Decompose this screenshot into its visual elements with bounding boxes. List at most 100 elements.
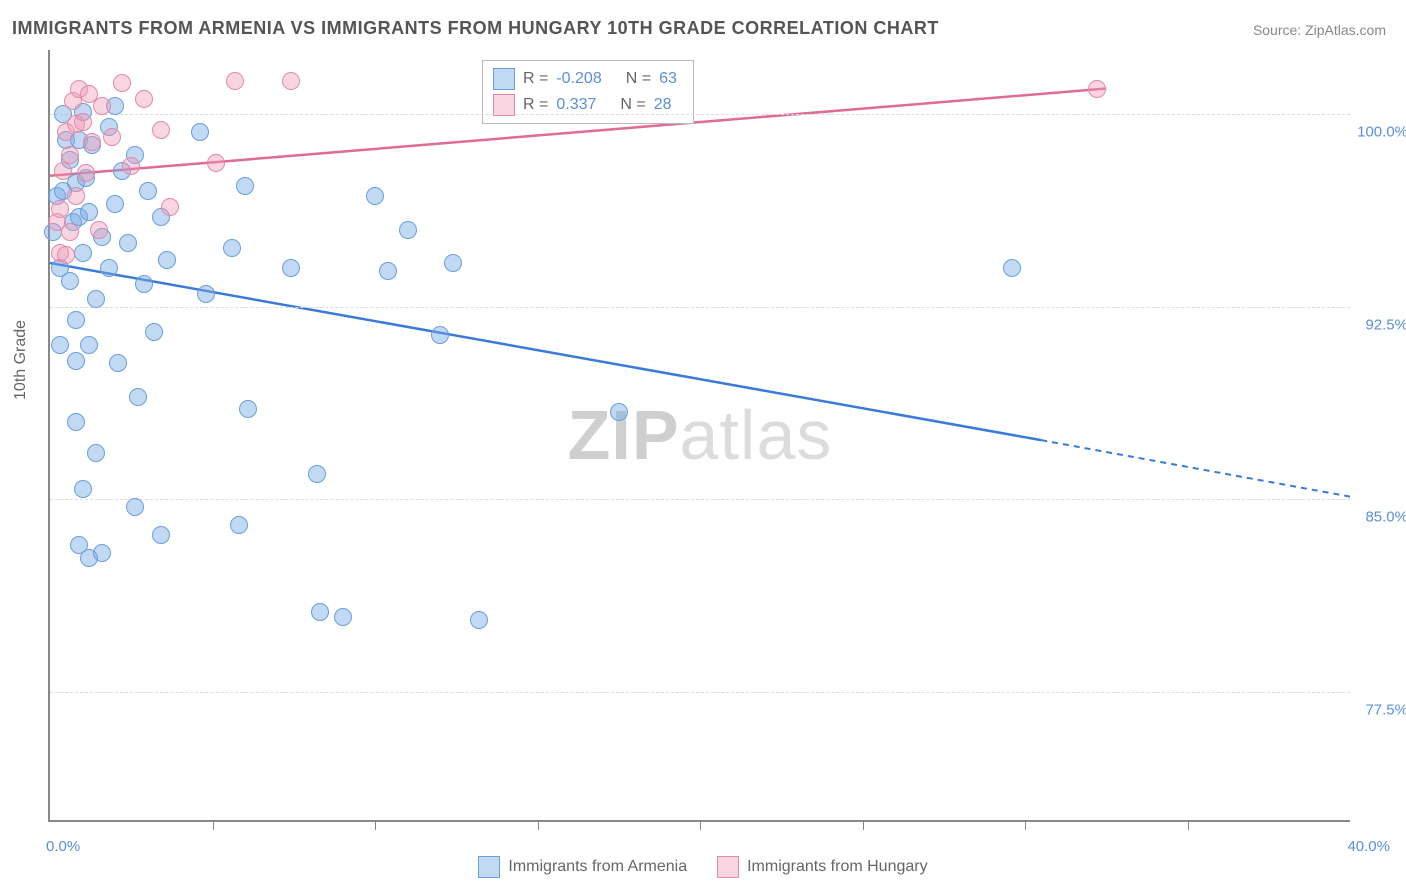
x-tick	[1025, 820, 1026, 830]
legend-stat-row: R = -0.208 N = 63	[493, 66, 677, 92]
y-axis-label: 85.0%	[1365, 509, 1406, 526]
data-point	[93, 97, 111, 115]
data-point	[239, 400, 257, 418]
data-point	[282, 259, 300, 277]
data-point	[135, 275, 153, 293]
data-point	[51, 200, 69, 218]
data-point	[80, 203, 98, 221]
data-point	[197, 285, 215, 303]
data-point	[100, 259, 118, 277]
data-point	[334, 608, 352, 626]
data-point	[61, 146, 79, 164]
data-point	[122, 157, 140, 175]
data-point	[145, 323, 163, 341]
data-point	[1088, 80, 1106, 98]
source-link[interactable]: ZipAtlas.com	[1305, 22, 1386, 38]
source-attribution: Source: ZipAtlas.com	[1253, 22, 1386, 38]
legend-n-value: 63	[659, 70, 677, 88]
legend-swatch	[493, 68, 515, 90]
legend-swatch	[478, 856, 500, 878]
gridline	[50, 692, 1350, 693]
gridline	[50, 307, 1350, 308]
data-point	[1003, 259, 1021, 277]
data-point	[135, 90, 153, 108]
data-point	[139, 182, 157, 200]
data-point	[103, 128, 121, 146]
data-point	[77, 164, 95, 182]
data-point	[236, 177, 254, 195]
data-point	[444, 254, 462, 272]
chart-title: IMMIGRANTS FROM ARMENIA VS IMMIGRANTS FR…	[12, 18, 939, 39]
legend-swatch	[717, 856, 739, 878]
data-point	[610, 403, 628, 421]
x-tick	[700, 820, 701, 830]
data-point	[119, 234, 137, 252]
y-axis-label: 100.0%	[1357, 124, 1406, 141]
data-point	[366, 187, 384, 205]
data-point	[83, 133, 101, 151]
gridline	[50, 499, 1350, 500]
data-point	[226, 72, 244, 90]
data-point	[308, 465, 326, 483]
data-point	[399, 221, 417, 239]
data-point	[74, 244, 92, 262]
data-point	[470, 611, 488, 629]
x-tick	[863, 820, 864, 830]
data-point	[74, 480, 92, 498]
data-point	[67, 187, 85, 205]
legend-item: Immigrants from Armenia	[478, 856, 687, 878]
data-point	[61, 223, 79, 241]
x-axis-min-label: 0.0%	[46, 838, 80, 855]
data-point	[67, 311, 85, 329]
legend-n-label: N =	[620, 96, 645, 114]
legend-n-value: 28	[654, 96, 672, 114]
data-point	[51, 336, 69, 354]
legend-item: Immigrants from Hungary	[717, 856, 928, 878]
x-axis-max-label: 40.0%	[1347, 838, 1390, 855]
source-prefix: Source:	[1253, 22, 1305, 38]
data-point	[67, 352, 85, 370]
data-point	[223, 239, 241, 257]
watermark-rest: atlas	[680, 396, 833, 474]
data-point	[282, 72, 300, 90]
legend-label: Immigrants from Armenia	[508, 858, 687, 876]
y-axis-label: 92.5%	[1365, 316, 1406, 333]
watermark: ZIPatlas	[568, 395, 833, 475]
data-point	[93, 544, 111, 562]
y-axis-label: 77.5%	[1365, 701, 1406, 718]
legend-r-label: R =	[523, 96, 548, 114]
legend-swatch	[493, 94, 515, 116]
data-point	[74, 113, 92, 131]
data-point	[152, 121, 170, 139]
data-point	[431, 326, 449, 344]
data-point	[87, 290, 105, 308]
data-point	[113, 74, 131, 92]
data-point	[191, 123, 209, 141]
data-point	[152, 526, 170, 544]
data-point	[109, 354, 127, 372]
data-point	[106, 195, 124, 213]
data-point	[87, 444, 105, 462]
data-point	[54, 162, 72, 180]
x-tick	[1188, 820, 1189, 830]
data-point	[230, 516, 248, 534]
data-point	[311, 603, 329, 621]
data-point	[61, 272, 79, 290]
gridline	[50, 114, 1350, 115]
x-tick	[213, 820, 214, 830]
x-tick	[538, 820, 539, 830]
data-point	[126, 498, 144, 516]
data-point	[80, 336, 98, 354]
data-point	[129, 388, 147, 406]
legend-n-label: N =	[626, 70, 651, 88]
legend-label: Immigrants from Hungary	[747, 858, 928, 876]
legend-r-label: R =	[523, 70, 548, 88]
legend-r-value: -0.208	[556, 70, 601, 88]
data-point	[158, 251, 176, 269]
data-point	[67, 413, 85, 431]
plot-area: ZIPatlas R =-0.208N =63R =0.337N =28 77.…	[48, 50, 1350, 822]
x-tick	[375, 820, 376, 830]
data-point	[207, 154, 225, 172]
y-axis-title: 10th Grade	[12, 320, 30, 400]
data-point	[57, 246, 75, 264]
